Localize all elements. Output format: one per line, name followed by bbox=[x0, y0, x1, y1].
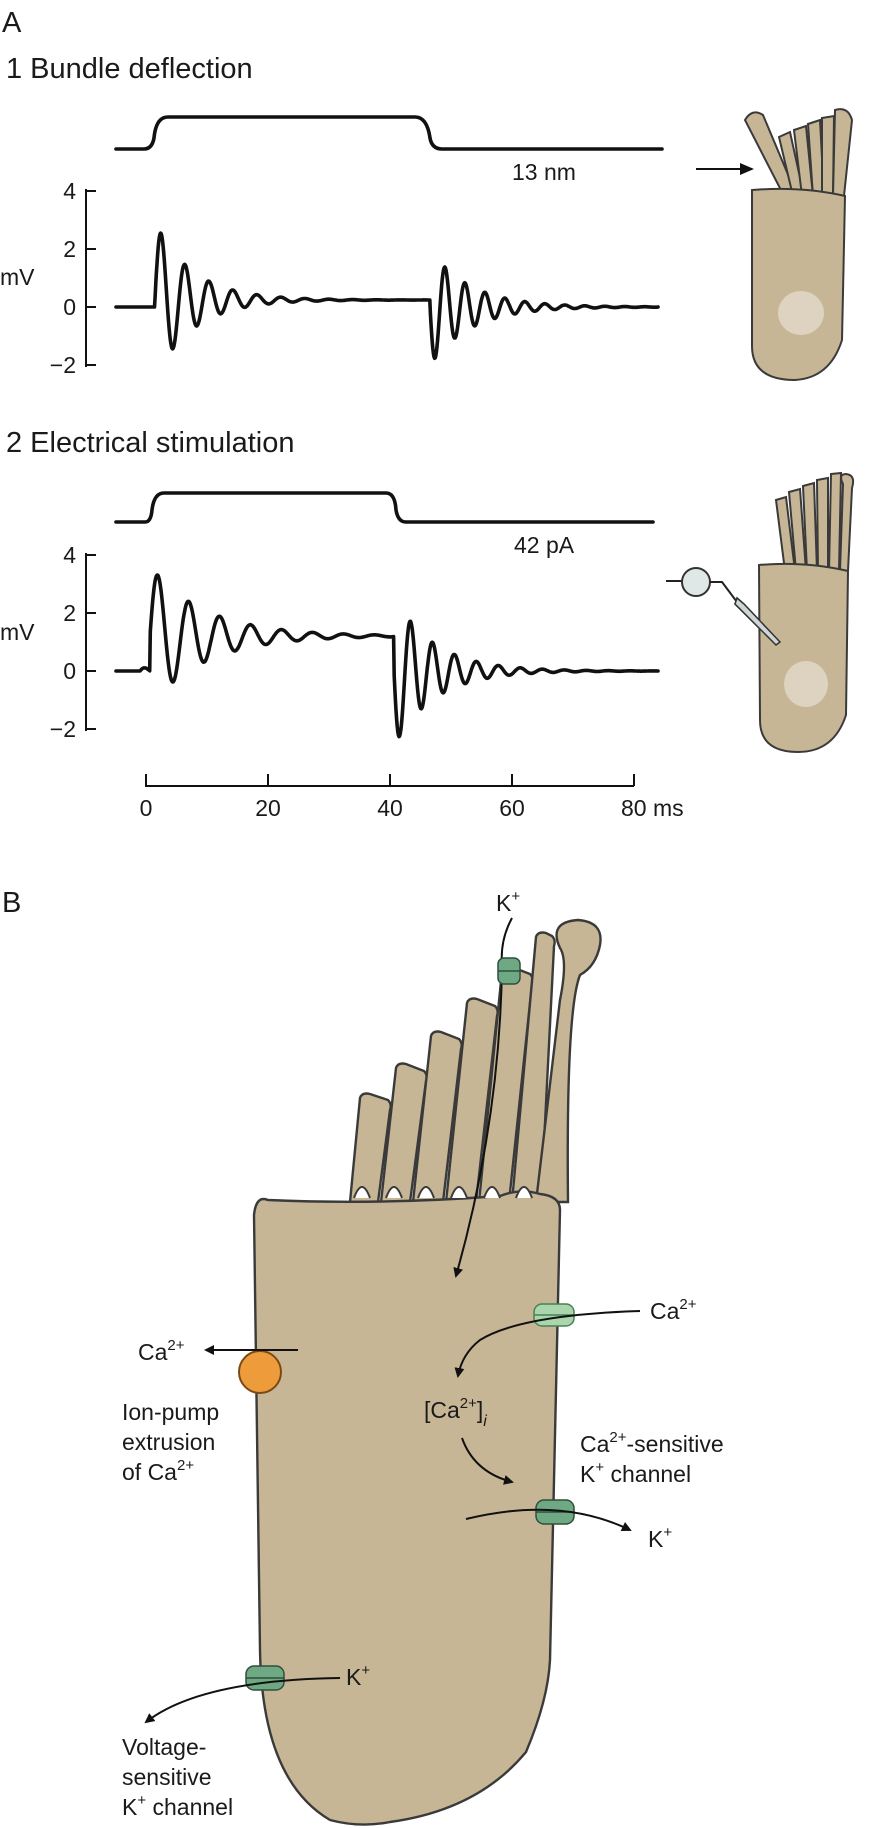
pump-label-1: Ion-pump bbox=[122, 1399, 219, 1425]
ca-to-channel-arrow bbox=[461, 1437, 514, 1485]
y-tick-minus2: −2 bbox=[50, 352, 76, 378]
ca-influx-label: Ca2+ bbox=[650, 1296, 697, 1324]
k-channel-icon bbox=[497, 957, 521, 985]
x-tick-40: 40 bbox=[377, 795, 403, 821]
stimulus-step-1 bbox=[114, 115, 664, 151]
k-influx-arrow bbox=[453, 917, 513, 1278]
k-voltage-efflux-arrow bbox=[144, 1677, 341, 1724]
y-tick-2: 2 bbox=[63, 236, 76, 262]
hair-cell-icon bbox=[734, 471, 855, 754]
internal-calcium-label: [Ca2+]i bbox=[424, 1395, 487, 1430]
k-top-label: K+ bbox=[496, 888, 520, 916]
y-axis-1: 4 2 0 −2 mV bbox=[0, 178, 96, 378]
stimulus-amplitude-1: 13 nm bbox=[512, 159, 576, 185]
stimulus-step-2 bbox=[114, 491, 655, 524]
membrane-potential-trace-2 bbox=[114, 573, 660, 739]
ca-channel-icon bbox=[533, 1303, 575, 1327]
y-tick-4: 4 bbox=[63, 178, 76, 204]
ca-sensitive-k-label-1: Ca2+-sensitive bbox=[580, 1429, 724, 1457]
y-tick-4: 4 bbox=[63, 542, 76, 568]
k-channel-icon bbox=[535, 1499, 575, 1525]
y-tick-0: 0 bbox=[63, 658, 76, 684]
y-axis-2: 4 2 0 −2 mV bbox=[0, 542, 96, 742]
ca-influx-arrow bbox=[454, 1310, 641, 1378]
ca-efflux-label: Ca2+ bbox=[138, 1337, 185, 1365]
panel-a-label: A bbox=[2, 7, 22, 39]
x-tick-60: 60 bbox=[499, 795, 525, 821]
hair-cell-icon bbox=[743, 108, 854, 382]
x-tick-0: 0 bbox=[140, 795, 153, 821]
k-efflux-arrow bbox=[465, 1508, 632, 1532]
voltage-label-3: K+ channel bbox=[122, 1792, 233, 1820]
pump-label-2: extrusion bbox=[122, 1429, 215, 1455]
membrane-potential-trace-1 bbox=[114, 231, 660, 361]
k-channel-icon bbox=[245, 1665, 285, 1691]
k-efflux-label: K+ bbox=[648, 1524, 672, 1552]
k-voltage-label: K+ bbox=[346, 1662, 370, 1690]
voltage-label-2: sensitive bbox=[122, 1764, 211, 1790]
ca-sensitive-k-label-2: K+ channel bbox=[580, 1459, 691, 1487]
voltage-label-1: Voltage- bbox=[122, 1734, 206, 1760]
x-tick-80: 80 ms bbox=[621, 795, 684, 821]
hair-cell-large bbox=[252, 918, 602, 1826]
y-tick-minus2: −2 bbox=[50, 716, 76, 742]
nucleus-2 bbox=[784, 661, 828, 707]
ion-pump-icon bbox=[238, 1350, 282, 1394]
panel-b-label: B bbox=[2, 887, 21, 919]
x-tick-20: 20 bbox=[255, 795, 281, 821]
y-unit-1: mV bbox=[0, 264, 35, 290]
electrical-stimulation-title: 2 Electrical stimulation bbox=[6, 427, 295, 459]
y-tick-0: 0 bbox=[63, 294, 76, 320]
stimulus-amplitude-2: 42 pA bbox=[514, 532, 575, 558]
y-tick-2: 2 bbox=[63, 600, 76, 626]
y-unit-2: mV bbox=[0, 619, 35, 645]
x-axis: 0 20 40 60 80 ms bbox=[140, 774, 684, 821]
bundle-deflection-title: 1 Bundle deflection bbox=[6, 53, 253, 85]
nucleus-1 bbox=[778, 291, 824, 335]
pump-label-3: of Ca2+ bbox=[122, 1457, 194, 1485]
